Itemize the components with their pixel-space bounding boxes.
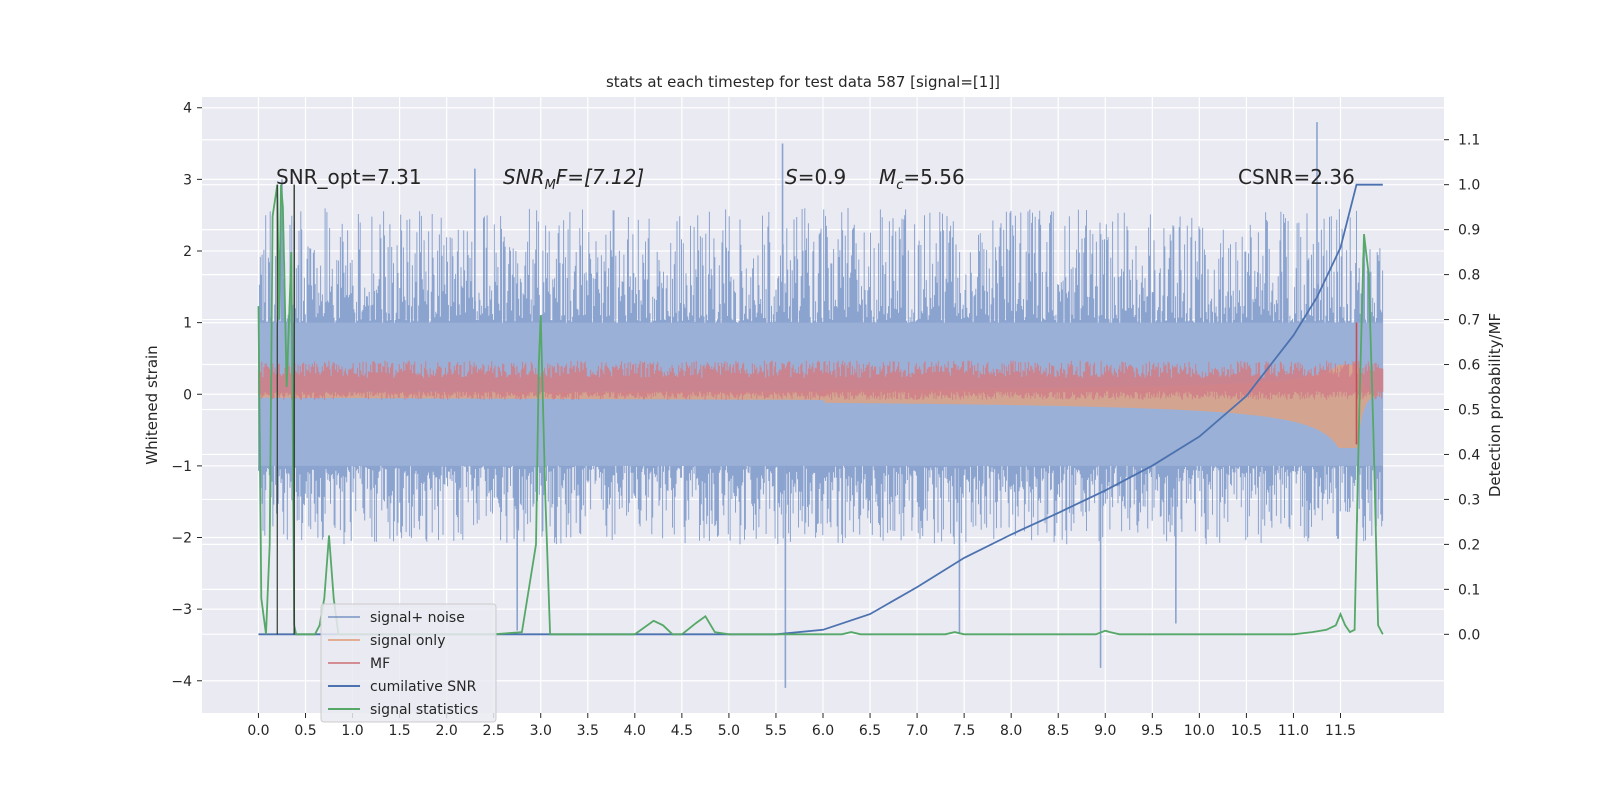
x-tick-label: 7.0: [906, 723, 928, 739]
chart-title: stats at each timestep for test data 587…: [606, 73, 1000, 91]
y2-tick-label: 0.0: [1458, 627, 1480, 643]
series-signal-statistics: [257, 184, 1384, 636]
x-tick-label: 5.5: [765, 723, 787, 739]
y2-tick-label: 0.4: [1458, 447, 1480, 463]
y2-tick-label: 0.7: [1458, 313, 1480, 329]
series-signal-only: [258, 364, 1382, 448]
x-tick-label: 8.0: [1000, 723, 1022, 739]
x-tick-label: 0.5: [294, 723, 316, 739]
y-tick-label: 0: [183, 387, 192, 403]
y-tick-label: −1: [171, 459, 192, 475]
y-tick-label: −2: [171, 531, 192, 547]
x-tick-label: 4.5: [671, 723, 693, 739]
x-tick-label: 1.0: [341, 723, 363, 739]
x-tick-label: 11.5: [1325, 723, 1356, 739]
legend-label-mf: MF: [370, 656, 390, 672]
y2-tick-label: 0.6: [1458, 358, 1480, 374]
y2-tick-label: 0.8: [1458, 268, 1480, 284]
x-tick-label: 6.5: [859, 723, 881, 739]
y-tick-label: −4: [171, 674, 192, 690]
legend-label-signal-statistics: signal statistics: [370, 702, 478, 718]
y2-axis-label: Detection probability/MF: [1486, 313, 1504, 497]
cumulative-snr-line: [258, 183, 1383, 636]
annotation-mc: Mc=5.56: [879, 165, 965, 193]
x-tick-label: 3.0: [530, 723, 552, 739]
x-tick-label: 0.0: [247, 723, 269, 739]
annotation-snr-opt: SNR_opt=7.31: [276, 165, 422, 189]
legend-box: [320, 603, 497, 723]
signal-statistics-line: [257, 184, 1384, 636]
y2-tick-label: 0.9: [1458, 223, 1480, 239]
annotations: SNR_opt=7.31 SNRMF=[7.12] S=0.9 Mc=5.56 …: [276, 165, 1355, 193]
x-tick-label: 4.0: [624, 723, 646, 739]
legend-label-signal-only: signal only: [370, 633, 445, 649]
annotation-csnr: CSNR=2.36: [1238, 165, 1355, 189]
y-tick-label: 4: [183, 101, 192, 117]
x-tick-label: 6.0: [812, 723, 834, 739]
x-tick-label: 11.0: [1278, 723, 1309, 739]
annotation-s: S=0.9: [785, 165, 846, 189]
x-tick-label: 3.5: [577, 723, 599, 739]
x-tick-label: 10.0: [1184, 723, 1215, 739]
x-tick-label: 1.5: [388, 723, 410, 739]
y-tick-label: 3: [183, 172, 192, 188]
y2-tick-label: 1.0: [1458, 178, 1480, 194]
y2-tick-label: 0.3: [1458, 492, 1480, 508]
x-tick-label: 2.5: [483, 723, 505, 739]
y2-tick-label: 1.1: [1458, 133, 1480, 149]
x-tick-label: 8.5: [1047, 723, 1069, 739]
y-axis-label: Whitened strain: [143, 345, 161, 464]
legend-label-cumulative-snr: cumilative SNR: [370, 679, 477, 695]
annotation-snr-mf: SNRMF=[7.12]: [503, 165, 644, 193]
x-tick-label: 10.5: [1231, 723, 1262, 739]
y2-tick-label: 0.5: [1458, 402, 1480, 418]
x-tick-label: 9.5: [1141, 723, 1163, 739]
y-tick-label: 1: [183, 316, 192, 332]
x-tick-label: 7.5: [953, 723, 975, 739]
y-tick-label: 2: [183, 244, 192, 260]
x-tick-label: 9.0: [1094, 723, 1116, 739]
x-tick-label: 2.0: [436, 723, 458, 739]
series-cumulative-snr: [258, 183, 1383, 636]
y-tick-label: −3: [171, 602, 192, 618]
y2-tick-label: 0.1: [1458, 582, 1480, 598]
legend: signal+ noise signal only MF cumilative …: [320, 603, 497, 723]
y2-tick-label: 0.2: [1458, 537, 1480, 553]
signal-only-trace: [258, 364, 1382, 448]
x-tick-label: 5.0: [718, 723, 740, 739]
legend-label-signal-noise: signal+ noise: [370, 610, 465, 626]
